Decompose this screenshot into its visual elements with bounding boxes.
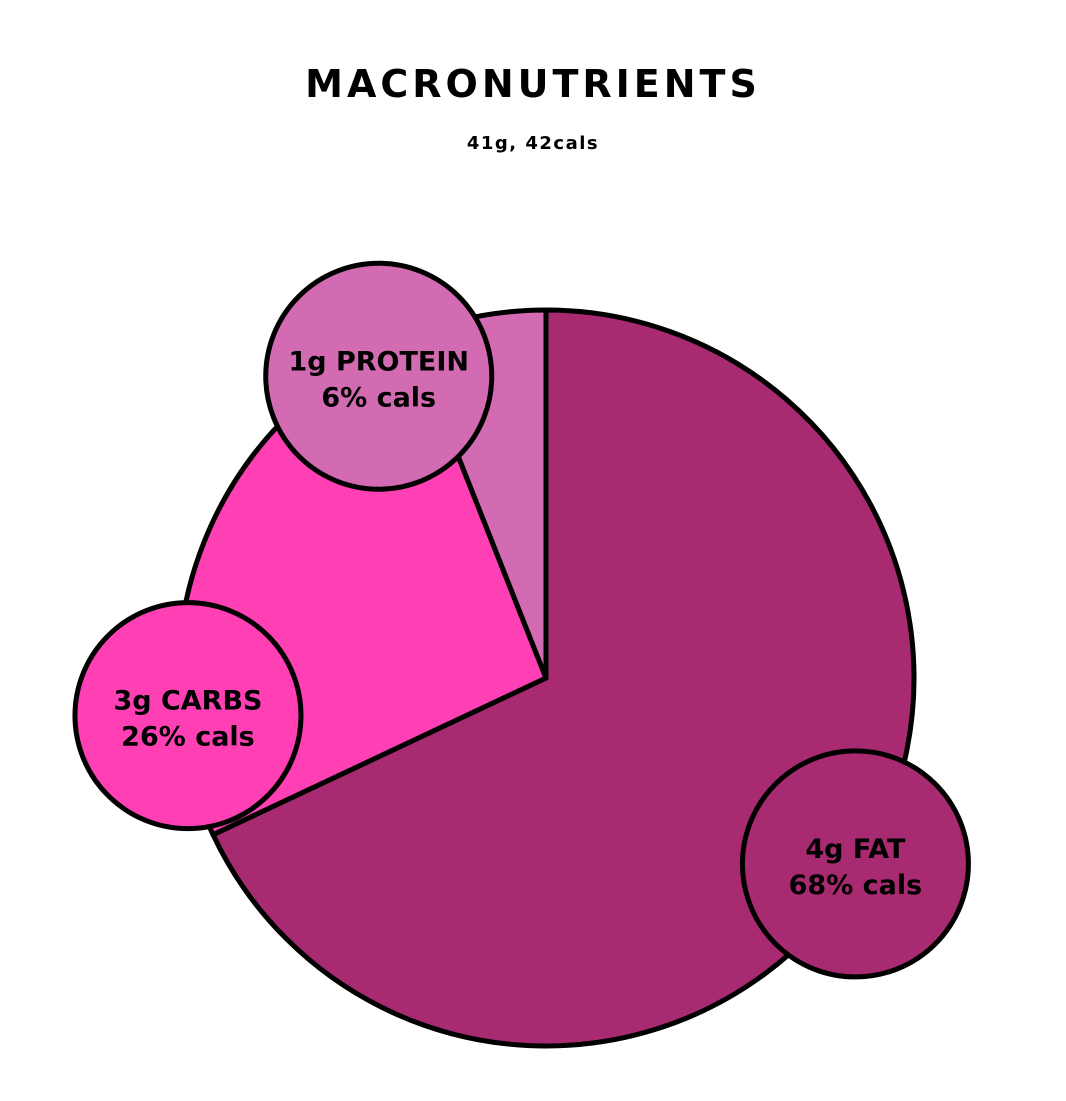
slice-label-grams: 3g CARBS <box>113 686 262 717</box>
slice-label-grams: 1g PROTEIN <box>288 346 469 377</box>
slice-label-percent: 68% cals <box>789 870 923 901</box>
label-bubble-carbs: 3g CARBS 26% cals <box>72 600 304 832</box>
slice-label-percent: 6% cals <box>321 382 436 413</box>
bubble-circle <box>739 748 971 980</box>
label-bubble-fat: 4g FAT 68% cals <box>739 748 971 980</box>
label-bubble-protein: 1g PROTEIN 6% cals <box>263 260 495 492</box>
bubble-circle <box>72 600 304 832</box>
bubble-circle <box>263 260 495 492</box>
chart-subtitle: 41g, 42cals <box>466 133 600 154</box>
slice-label-grams: 4g FAT <box>805 834 906 865</box>
slice-label-percent: 26% cals <box>121 722 255 753</box>
chart-title: MACRONUTRIENTS <box>305 62 761 106</box>
